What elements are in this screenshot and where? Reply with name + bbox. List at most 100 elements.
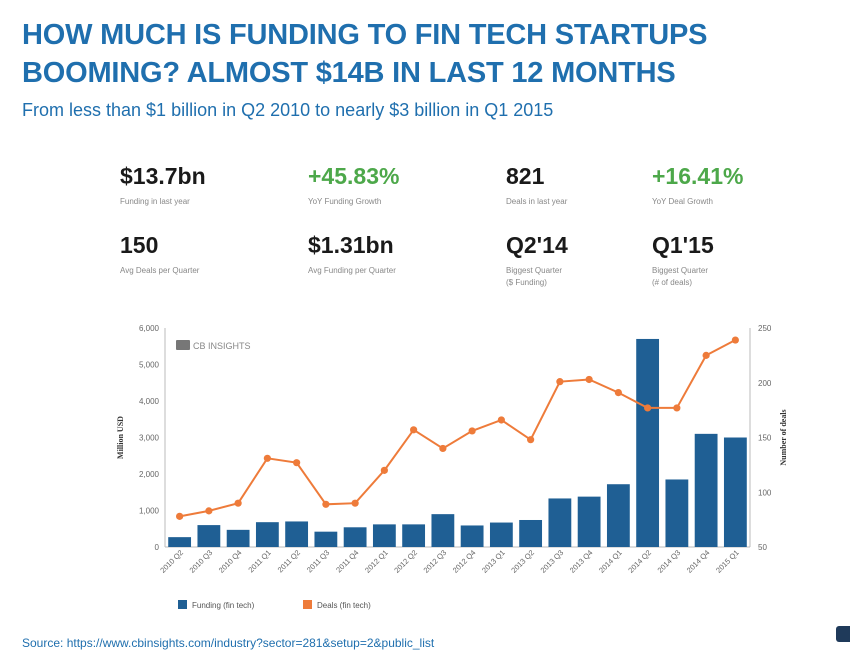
y2-tick-label: 250 bbox=[758, 324, 772, 333]
funding-bar bbox=[226, 529, 250, 547]
cb-insights-watermark: CB INSIGHTS bbox=[193, 341, 251, 351]
legend-label-funding: Funding (fin tech) bbox=[192, 601, 255, 610]
x-tick-label: 2010 Q4 bbox=[217, 548, 244, 575]
deals-point bbox=[468, 427, 476, 435]
deals-point bbox=[439, 444, 447, 453]
x-tick-label: 2010 Q2 bbox=[158, 548, 185, 575]
x-tick-label: 2013 Q2 bbox=[509, 548, 536, 575]
funding-bar bbox=[577, 496, 601, 547]
x-tick-label: 2014 Q1 bbox=[597, 548, 624, 575]
deals-point bbox=[263, 454, 271, 462]
stat-biggest-quarter-deals: Q1'15 Biggest Quarter (# of deals) bbox=[652, 231, 842, 289]
funding-bar bbox=[255, 522, 279, 547]
stat-value: 821 bbox=[506, 163, 545, 189]
stat-value: $13.7bn bbox=[120, 163, 206, 189]
y-tick-label: 0 bbox=[155, 543, 160, 552]
deals-point bbox=[731, 336, 739, 344]
x-tick-label: 2011 Q1 bbox=[246, 548, 272, 574]
deals-point bbox=[380, 466, 388, 474]
stat-label: YoY Funding Growth bbox=[308, 197, 382, 206]
deals-point bbox=[322, 500, 330, 508]
y2-axis-title: Number of deals bbox=[779, 409, 788, 465]
source-link[interactable]: Source: https://www.cbinsights.com/indus… bbox=[22, 636, 435, 650]
deals-point bbox=[497, 416, 505, 424]
funding-bar bbox=[694, 433, 718, 547]
deals-point bbox=[644, 404, 652, 412]
y-tick-label: 2,000 bbox=[139, 470, 160, 479]
x-tick-label: 2013 Q1 bbox=[480, 548, 507, 575]
stat-value: $1.31bn bbox=[308, 232, 394, 258]
y-axis-title: Million USD bbox=[116, 416, 125, 459]
funding-bar bbox=[723, 437, 747, 547]
cb-logo-icon bbox=[176, 340, 190, 350]
funding-bar bbox=[489, 522, 513, 547]
stat-value: Q2'14 bbox=[506, 232, 568, 258]
x-tick-label: 2014 Q3 bbox=[656, 548, 683, 575]
corner-tab bbox=[836, 626, 850, 642]
stat-value: +45.83% bbox=[308, 163, 400, 189]
y2-tick-label: 100 bbox=[758, 488, 772, 497]
stat-label: YoY Deal Growth bbox=[652, 197, 713, 206]
x-tick-label: 2012 Q4 bbox=[451, 548, 478, 575]
funding-bar bbox=[168, 537, 192, 547]
deals-point bbox=[410, 426, 418, 434]
x-tick-label: 2012 Q3 bbox=[422, 548, 449, 575]
x-tick-label: 2014 Q2 bbox=[626, 548, 653, 575]
y-tick-label: 5,000 bbox=[139, 361, 160, 370]
funding-bar bbox=[402, 524, 426, 547]
deals-point bbox=[614, 389, 622, 397]
stat-label: Avg Funding per Quarter bbox=[308, 266, 396, 275]
y2-tick-label: 200 bbox=[758, 379, 772, 388]
stat-funding-last-year: $13.7bn Funding in last year bbox=[120, 162, 310, 208]
deals-point bbox=[351, 499, 359, 507]
stat-label: Biggest Quarter ($ Funding) bbox=[506, 266, 563, 287]
title-line-2: BOOMING? ALMOST $14B IN LAST 12 MONTHS bbox=[22, 57, 676, 89]
stat-value: 150 bbox=[120, 232, 159, 258]
funding-bar bbox=[606, 484, 630, 547]
x-tick-label: 2010 Q3 bbox=[188, 548, 215, 575]
legend-swatch-deals bbox=[303, 600, 312, 609]
x-tick-label: 2014 Q4 bbox=[685, 548, 712, 575]
funding-bar bbox=[197, 525, 221, 547]
deals-point bbox=[176, 512, 184, 520]
deals-point bbox=[205, 507, 213, 515]
funding-bar bbox=[343, 527, 367, 547]
funding-bar bbox=[636, 338, 660, 547]
legend-swatch-funding bbox=[178, 600, 187, 609]
stat-biggest-quarter-funding: Q2'14 Biggest Quarter ($ Funding) bbox=[506, 231, 696, 289]
deals-point bbox=[585, 375, 593, 384]
x-tick-label: 2011 Q3 bbox=[305, 548, 331, 574]
deals-point bbox=[527, 436, 535, 444]
deals-line bbox=[179, 339, 736, 518]
stat-avg-deals-per-quarter: 150 Avg Deals per Quarter bbox=[120, 231, 310, 277]
stat-label: Biggest Quarter (# of deals) bbox=[652, 266, 709, 287]
stat-yoy-deal-growth: +16.41% YoY Deal Growth bbox=[652, 162, 842, 208]
deals-point bbox=[702, 351, 710, 359]
funding-bar bbox=[665, 479, 689, 547]
page-subtitle: From less than $1 billion in Q2 2010 to … bbox=[22, 100, 554, 120]
deals-point bbox=[234, 499, 242, 507]
stat-avg-funding-per-quarter: $1.31bn Avg Funding per Quarter bbox=[308, 231, 498, 277]
x-tick-label: 2013 Q4 bbox=[568, 548, 595, 575]
x-tick-label: 2012 Q2 bbox=[392, 548, 419, 575]
stat-label: Avg Deals per Quarter bbox=[120, 266, 200, 275]
title-line-1: HOW MUCH IS FUNDING TO FIN TECH STARTUPS bbox=[22, 19, 708, 51]
stat-label: Deals in last year bbox=[506, 197, 568, 206]
stat-value: +16.41% bbox=[652, 163, 744, 189]
x-tick-label: 2012 Q1 bbox=[363, 548, 390, 575]
funding-bar bbox=[285, 521, 309, 547]
y-tick-label: 1,000 bbox=[139, 507, 160, 516]
funding-bar bbox=[314, 531, 338, 547]
deals-point bbox=[673, 404, 681, 412]
stat-yoy-funding-growth: +45.83% YoY Funding Growth bbox=[308, 162, 498, 208]
stat-deals-last-year: 821 Deals in last year bbox=[506, 162, 696, 208]
funding-bar bbox=[519, 519, 543, 547]
page-title: HOW MUCH IS FUNDING TO FIN TECH STARTUPS… bbox=[22, 16, 842, 92]
deals-point bbox=[556, 378, 564, 386]
funding-bar bbox=[460, 525, 484, 547]
y2-tick-label: 150 bbox=[758, 434, 772, 443]
x-tick-label: 2013 Q3 bbox=[539, 548, 566, 575]
x-tick-label: 2011 Q2 bbox=[276, 548, 302, 574]
stat-value: Q1'15 bbox=[652, 232, 714, 258]
